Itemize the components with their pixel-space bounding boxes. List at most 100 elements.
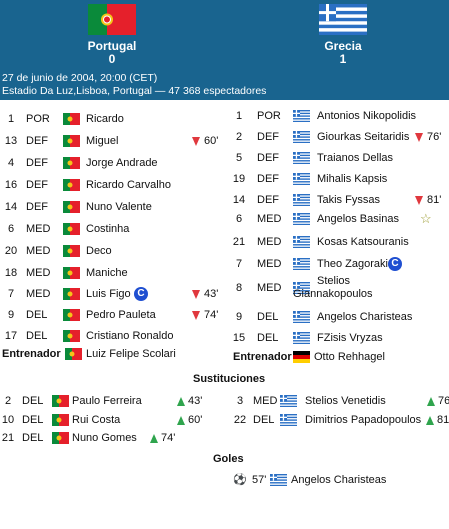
player-row: 7 MED Luis Figo C 43' — [0, 285, 230, 303]
away-team: Grecia 1 — [283, 4, 403, 66]
player-name[interactable]: Ricardo Carvalho — [86, 179, 171, 191]
player-name[interactable]: Giourkas Seitaridis — [317, 131, 410, 143]
greece-flag-icon — [319, 4, 367, 35]
player-row: 4 DEF Jorge Andrade — [0, 154, 230, 172]
player-name[interactable]: Theo Zagorakis — [317, 258, 394, 270]
player-position: MED — [257, 282, 282, 294]
substitution-row: 2 DEL Paulo Ferreira 43' — [0, 392, 230, 410]
player-name[interactable]: Luis Figo — [86, 288, 131, 300]
player-name[interactable]: Cristiano Ronaldo — [86, 330, 174, 342]
portugal-flag-icon — [63, 201, 80, 213]
player-name[interactable]: Antonios Nikopolidis — [317, 110, 417, 122]
player-name[interactable]: Maniche — [86, 267, 128, 279]
player-row: 14 DEF Takis Fyssas 81' — [230, 191, 449, 209]
home-team: Portugal 0 — [52, 4, 172, 66]
substitution-row: 22 DEL Dimitrios Papadopoulos 81 — [230, 411, 449, 429]
player-row: 19 DEF Mihalis Kapsis — [230, 170, 449, 188]
player-name[interactable]: Dimitrios Papadopoulos — [305, 414, 422, 426]
player-number: 6 — [7, 223, 15, 235]
substitution-row: 21 DEL Nuno Gomes 74' — [0, 429, 230, 447]
substitution-out: 76' — [415, 128, 441, 146]
greece-flag-icon — [293, 332, 310, 344]
sub-in-arrow-icon — [177, 415, 185, 425]
player-position: MED — [26, 288, 51, 300]
player-position: MED — [26, 223, 51, 235]
substitution-in: 81 — [426, 411, 449, 429]
player-row: 17 DEL Cristiano Ronaldo — [0, 327, 230, 345]
substitution-row: 3 MED Stelios Venetidis 76 — [230, 392, 449, 410]
player-name[interactable]: Mihalis Kapsis — [317, 173, 388, 185]
player-number: 20 — [4, 245, 18, 257]
player-position: DEL — [22, 414, 44, 426]
player-name[interactable]: Nuno Valente — [86, 201, 152, 213]
away-coach-name[interactable]: Otto Rehhagel — [314, 351, 385, 363]
home-coach-name[interactable]: Luiz Felipe Scolari — [86, 348, 176, 360]
player-number: 1 — [235, 110, 243, 122]
goal-minute: 57' — [252, 474, 267, 486]
player-name[interactable]: Nuno Gomes — [72, 432, 137, 444]
home-team-name[interactable]: Portugal — [87, 39, 137, 53]
captain-badge-icon: C — [388, 257, 402, 271]
player-name[interactable]: Costinha — [86, 223, 130, 235]
player-name[interactable]: Jorge Andrade — [86, 157, 158, 169]
sub-out-arrow-icon — [415, 195, 423, 205]
player-row: 9 DEL Pedro Pauleta 74' — [0, 306, 230, 324]
greece-flag-icon — [293, 194, 310, 206]
portugal-flag-icon — [52, 432, 69, 444]
player-number: 19 — [232, 173, 246, 185]
substitution-out: 60' — [192, 132, 218, 150]
coach-label: Entrenador — [233, 351, 292, 363]
player-number: 9 — [7, 309, 15, 321]
player-name[interactable]: Ricardo — [86, 113, 124, 125]
player-position: MED — [257, 213, 282, 225]
player-number: 15 — [232, 332, 246, 344]
away-team-score: 1 — [339, 52, 347, 66]
player-name[interactable]: Pedro Pauleta — [86, 309, 156, 321]
player-position: DEL — [253, 414, 275, 426]
player-row: 18 MED Maniche — [0, 264, 230, 282]
player-row: 1 POR Antonios Nikopolidis — [230, 107, 449, 125]
player-name[interactable]: Traianos Dellas — [317, 152, 394, 164]
substitution-in: 60' — [177, 411, 202, 429]
player-position: MED — [253, 395, 278, 407]
player-number: 17 — [4, 330, 18, 342]
player-position: DEL — [257, 332, 279, 344]
player-name[interactable]: Stelios — [317, 275, 351, 287]
portugal-flag-icon — [63, 288, 80, 300]
player-name[interactable]: FZisis Vryzas — [317, 332, 383, 344]
player-name[interactable]: Angelos Basinas — [317, 213, 399, 225]
player-name[interactable]: Paulo Ferreira — [72, 395, 142, 407]
sub-in-arrow-icon — [427, 396, 435, 406]
player-name[interactable]: Giannakopoulos — [293, 288, 373, 300]
greece-flag-icon — [293, 131, 310, 143]
player-position: POR — [26, 113, 50, 125]
goal-scorer[interactable]: Angelos Charisteas — [291, 474, 387, 486]
goals-title: Goles — [213, 453, 244, 465]
germany-flag-icon — [293, 351, 310, 363]
player-row: 6 MED Angelos Basinas ☆ — [230, 210, 449, 228]
player-row: 1 POR Ricardo — [0, 110, 230, 128]
player-position: DEL — [26, 309, 48, 321]
greece-flag-icon — [293, 236, 310, 248]
coach-label: Entrenador — [2, 348, 61, 360]
player-name[interactable]: Kosas Katsouranis — [317, 236, 409, 248]
player-name[interactable]: Stelios Venetidis — [305, 395, 386, 407]
greece-flag-icon — [280, 414, 297, 426]
portugal-flag-icon — [63, 135, 80, 147]
away-team-name[interactable]: Grecia — [324, 39, 362, 53]
portugal-flag-icon — [63, 330, 80, 342]
sub-out-minute: 43' — [204, 288, 219, 300]
player-position: DEF — [257, 131, 279, 143]
player-row: 15 DEL FZisis Vryzas — [230, 329, 449, 347]
player-name[interactable]: Angelos Charisteas — [317, 311, 413, 323]
substitution-in: 43' — [177, 392, 202, 410]
player-position: DEL — [22, 395, 44, 407]
player-name[interactable]: Rui Costa — [72, 414, 121, 426]
sub-out-minute: 81' — [427, 194, 442, 206]
sub-in-minute: 76 — [438, 395, 449, 407]
player-row: 13 DEF Miguel 60' — [0, 132, 230, 150]
greece-flag-icon — [293, 173, 310, 185]
player-name[interactable]: Takis Fyssas — [317, 194, 380, 206]
player-name[interactable]: Miguel — [86, 135, 119, 147]
player-name[interactable]: Deco — [86, 245, 112, 257]
